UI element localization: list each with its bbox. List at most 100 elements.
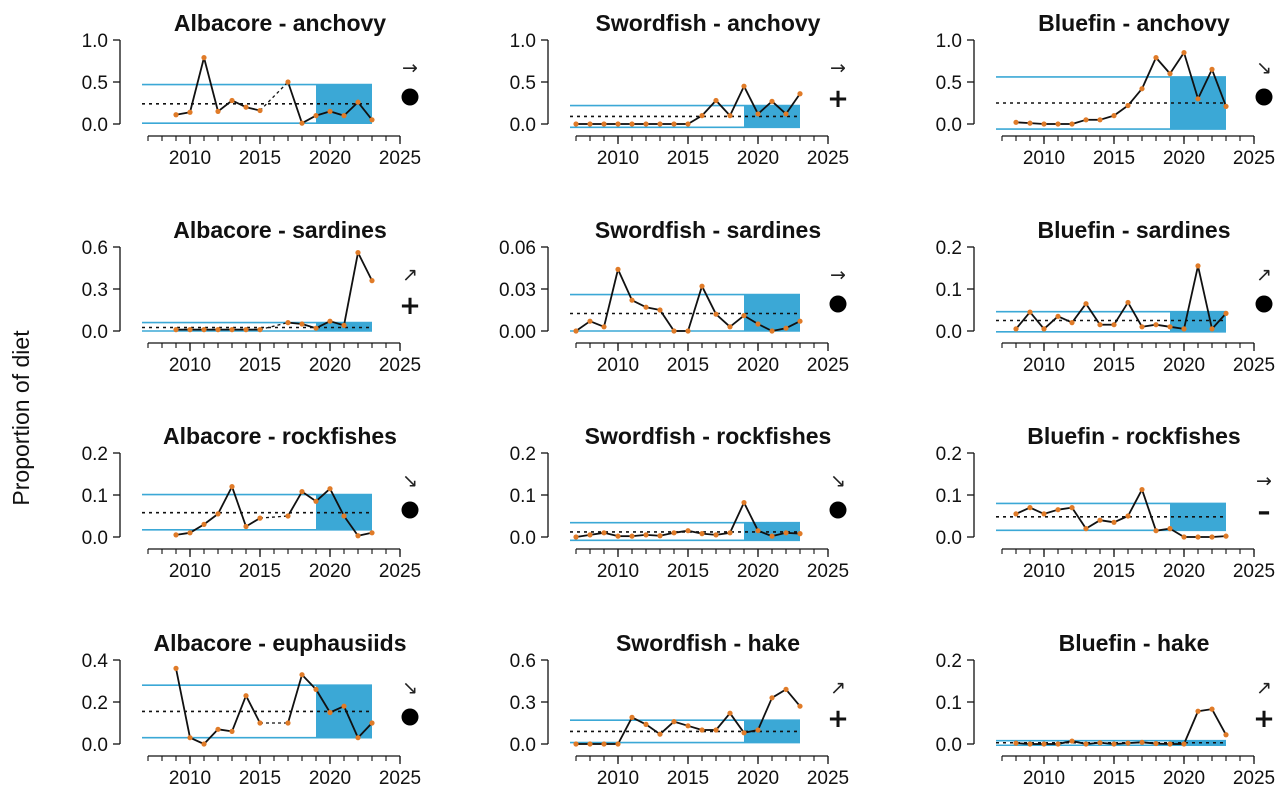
series-segment	[715, 99, 731, 117]
series-segment	[757, 100, 773, 115]
data-point	[1125, 740, 1131, 746]
y-tick-label: 0.6	[510, 651, 536, 672]
data-point	[1027, 741, 1033, 747]
data-point	[313, 325, 319, 331]
data-point	[1083, 526, 1089, 532]
data-point	[1125, 513, 1131, 519]
data-point	[1223, 732, 1229, 738]
series-segment	[1141, 489, 1157, 531]
data-point	[285, 79, 291, 85]
series-segment	[217, 486, 233, 515]
series-segment	[645, 723, 661, 735]
data-point	[713, 532, 719, 538]
data-point	[1069, 738, 1075, 744]
data-point	[1195, 534, 1201, 540]
trend-arrow: →	[1256, 470, 1272, 492]
y-tick-label: 0.06	[499, 238, 536, 259]
series-segment	[231, 695, 247, 732]
data-point	[313, 498, 319, 504]
series-segment	[1169, 52, 1185, 75]
data-point	[615, 741, 621, 747]
data-point	[783, 530, 789, 536]
trend-dot-icon	[829, 295, 847, 313]
series-segment	[659, 309, 675, 332]
y-tick-label: 0.2	[936, 444, 962, 465]
data-point	[1153, 322, 1159, 328]
y-tick-label: 0.1	[936, 280, 962, 301]
y-tick-label: 0.1	[936, 486, 962, 507]
x-tick-label: 2015	[667, 768, 709, 789]
trend-symbol: +	[1253, 704, 1275, 734]
trend-arrow: ↗	[830, 677, 846, 699]
data-point	[1013, 740, 1019, 746]
series-segment	[1169, 527, 1185, 538]
panel-albacore-rockfishes: 0.0 0.1 0.2 2010 2015 2020 2025 Albacore - rock…	[82, 423, 422, 582]
trend-arrow: ↗	[1256, 677, 1272, 699]
data-point	[699, 113, 705, 119]
trend-dot-icon	[1255, 88, 1273, 106]
x-tick-label: 2010	[1023, 148, 1065, 169]
x-tick-label: 2015	[667, 148, 709, 169]
series-segment	[1043, 315, 1059, 330]
data-point	[1139, 739, 1145, 745]
data-point	[755, 528, 761, 534]
series-segment	[631, 716, 647, 726]
data-point	[215, 726, 221, 732]
y-tick-label: 0.0	[936, 115, 962, 136]
trend-arrow: ↘	[402, 677, 418, 699]
data-point	[1209, 66, 1215, 72]
data-point	[755, 727, 761, 733]
data-point	[1111, 113, 1117, 119]
data-point	[341, 322, 347, 328]
trend-arrow: ↗	[1256, 264, 1272, 286]
data-point	[173, 327, 179, 333]
data-point	[769, 98, 775, 104]
series-segment	[771, 100, 787, 115]
data-point	[1083, 117, 1089, 123]
data-point	[601, 121, 607, 127]
series-segment	[315, 688, 331, 713]
data-point	[369, 530, 375, 536]
series-segment	[301, 114, 317, 124]
data-point	[257, 327, 263, 333]
series-segment	[287, 491, 303, 517]
data-point	[671, 121, 677, 127]
x-tick-label: 2020	[309, 768, 351, 789]
data-point	[797, 703, 803, 709]
data-point	[1181, 326, 1187, 332]
data-point	[299, 120, 305, 126]
data-point	[1083, 741, 1089, 747]
series-segment	[231, 486, 247, 527]
data-point	[327, 108, 333, 114]
data-point	[615, 533, 621, 539]
data-point	[769, 533, 775, 539]
series-segment	[1071, 507, 1087, 530]
y-tick-label: 0.3	[510, 693, 536, 714]
series-segment	[287, 674, 303, 724]
data-point	[243, 104, 249, 110]
data-point	[355, 735, 361, 741]
y-tick-label: 0.5	[936, 73, 962, 94]
data-point	[215, 327, 221, 333]
trend-arrow: ↘	[830, 470, 846, 492]
data-point	[1097, 322, 1103, 328]
data-point	[1153, 740, 1159, 747]
data-point	[699, 531, 705, 537]
panel-title: Swordfish - hake	[616, 630, 800, 656]
x-tick-label: 2015	[667, 355, 709, 376]
series-segment	[659, 720, 675, 735]
x-tick-label: 2010	[1023, 768, 1065, 789]
data-point	[327, 318, 333, 324]
panel-title: Bluefin - rockfishes	[1027, 423, 1240, 449]
gap-segment	[259, 515, 289, 519]
data-point	[369, 278, 375, 284]
series-segment	[1127, 88, 1143, 107]
series-segment	[301, 674, 317, 691]
trend-symbol: +	[399, 291, 421, 321]
series-segment	[1015, 311, 1031, 330]
series-segment	[687, 285, 703, 332]
trend-arrow: →	[402, 57, 418, 79]
x-tick-label: 2025	[1233, 561, 1275, 582]
trend-arrow: →	[830, 264, 846, 286]
data-point	[229, 327, 235, 333]
